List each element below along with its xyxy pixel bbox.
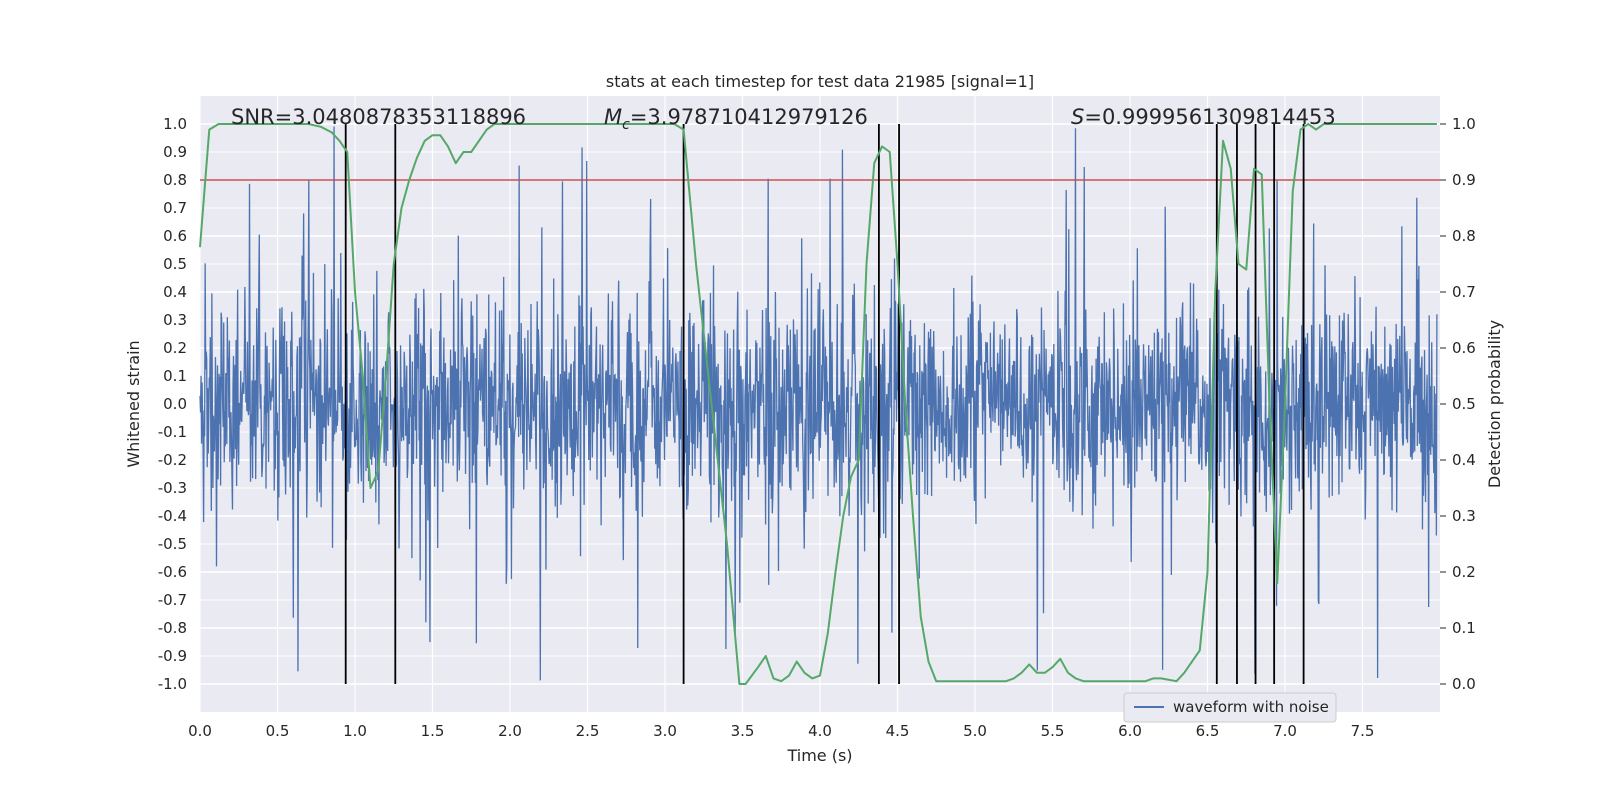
chart-title: stats at each timestep for test data 219… xyxy=(606,72,1034,91)
y-left-axis-label: Whitened strain xyxy=(124,340,143,467)
y-left-tick-labels: 1.0 0.9 0.8 0.7 0.6 0.5 0.4 0.3 0.2 0.1 0.0 -0.1 -0.… xyxy=(158,115,187,693)
y-right-tick-label: 0.4 xyxy=(1452,451,1476,469)
chirp-mass-subscript: c xyxy=(622,117,630,133)
y-left-tick-label: 1.0 xyxy=(163,115,187,133)
y-right-tick-label: 0.6 xyxy=(1452,339,1476,357)
x-tick-label: 4.5 xyxy=(886,722,910,740)
x-tick-label: 7.0 xyxy=(1273,722,1297,740)
y-left-tick-label: 0.6 xyxy=(163,227,187,245)
y-left-tick-label: 0.9 xyxy=(163,143,187,161)
score-symbol: S xyxy=(1071,105,1084,129)
y-left-tick-label: -0.1 xyxy=(158,423,187,441)
y-left-tick-label: 0.4 xyxy=(163,283,187,301)
y-left-tick-label: -1.0 xyxy=(158,675,187,693)
x-tick-label: 4.0 xyxy=(808,722,832,740)
x-tick-labels: 0.0 0.5 1.0 1.5 2.0 2.5 3.0 3.5 4.0 4.5 5.0 5.5 6.0 6… xyxy=(188,722,1374,740)
y-left-tick-label: -0.9 xyxy=(158,647,187,665)
y-left-tick-label: -0.3 xyxy=(158,479,187,497)
score-value: =0.9999561309814453 xyxy=(1084,105,1335,129)
score-annotation: S=0.9999561309814453 xyxy=(1071,105,1336,129)
y-left-tick-label: -0.4 xyxy=(158,507,187,525)
x-tick-label: 3.5 xyxy=(731,722,755,740)
legend-box xyxy=(1123,692,1337,723)
y-right-axis-label: Detection probability xyxy=(1485,320,1504,488)
y-right-tick-label: 0.1 xyxy=(1452,619,1476,637)
legend: waveform with noise xyxy=(1123,692,1337,723)
x-tick-label: 5.5 xyxy=(1041,722,1065,740)
y-right-tick-label: 0.2 xyxy=(1452,563,1476,581)
y-left-tick-label: 0.0 xyxy=(163,395,187,413)
y-left-tick-label: 0.2 xyxy=(163,339,187,357)
x-tick-label: 6.0 xyxy=(1118,722,1142,740)
y-right-tick-label: 0.9 xyxy=(1452,171,1476,189)
y-left-tick-label: 0.3 xyxy=(163,311,187,329)
snr-annotation: SNR=3.0480878353118896 xyxy=(231,105,526,129)
x-tick-label: 0.0 xyxy=(188,722,212,740)
x-tick-label: 2.5 xyxy=(576,722,600,740)
y-left-tick-label: 0.8 xyxy=(163,171,187,189)
y-left-tick-label: 0.1 xyxy=(163,367,187,385)
strain-waveform xyxy=(199,126,1438,681)
x-tick-label: 1.0 xyxy=(343,722,367,740)
y-right-tick-label: 0.0 xyxy=(1452,675,1476,693)
x-tick-label: 2.0 xyxy=(498,722,522,740)
y-right-tick-label: 0.8 xyxy=(1452,227,1476,245)
y-left-tick-label: -0.2 xyxy=(158,451,187,469)
y-right-tick-label: 0.7 xyxy=(1452,283,1476,301)
y-left-tick-label: -0.8 xyxy=(158,619,187,637)
chirp-mass-symbol: M xyxy=(604,105,622,129)
y-left-tick-label: -0.7 xyxy=(158,591,187,609)
y-right-tick-label: 1.0 xyxy=(1452,115,1476,133)
x-tick-label: 3.0 xyxy=(653,722,677,740)
y-right-tick-labels: 1.0 0.9 0.8 0.7 0.6 0.5 0.4 0.3 0.2 0.1 0.0 xyxy=(1440,115,1476,693)
y-left-tick-label: 0.7 xyxy=(163,199,187,217)
chirp-mass-value: =3.978710412979126 xyxy=(630,105,868,129)
y-left-tick-label: -0.5 xyxy=(158,535,187,553)
y-right-tick-label: 0.3 xyxy=(1452,507,1476,525)
probability-series xyxy=(199,123,1437,685)
strain-series xyxy=(199,126,1438,681)
probability-line xyxy=(199,123,1437,685)
x-tick-label: 6.5 xyxy=(1196,722,1220,740)
x-axis-label: Time (s) xyxy=(786,746,852,765)
legend-label: waveform with noise xyxy=(1173,698,1329,716)
y-right-tick-label: 0.5 xyxy=(1452,395,1476,413)
x-tick-label: 0.5 xyxy=(266,722,290,740)
chirp-mass-annotation: Mc=3.978710412979126 xyxy=(604,105,868,133)
y-left-tick-label: -0.6 xyxy=(158,563,187,581)
event-lines xyxy=(344,124,1305,684)
y-left-tick-label: 0.5 xyxy=(163,255,187,273)
x-tick-label: 7.5 xyxy=(1351,722,1375,740)
x-tick-label: 1.5 xyxy=(421,722,445,740)
x-tick-label: 5.0 xyxy=(963,722,987,740)
